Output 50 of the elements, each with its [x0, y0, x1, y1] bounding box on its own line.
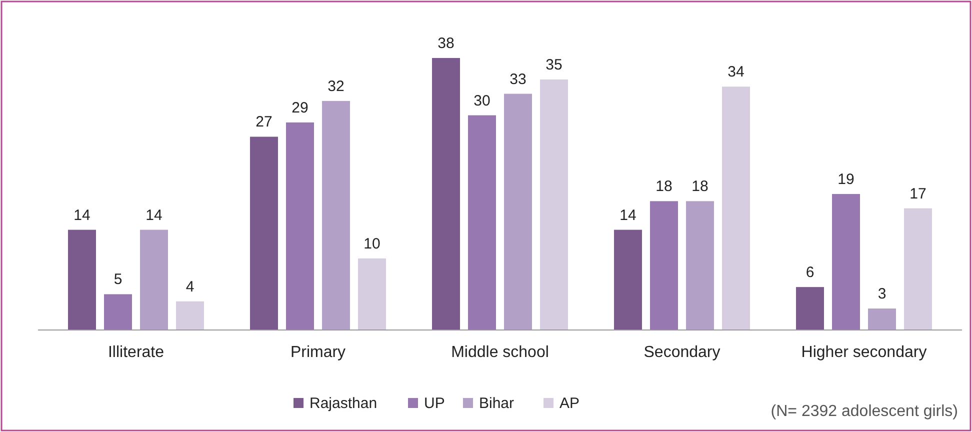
- data-label: 3: [878, 286, 886, 303]
- legend-label: AP: [560, 395, 580, 412]
- x-tick-label: Secondary: [644, 344, 720, 361]
- x-tick-label: Higher secondary: [801, 344, 927, 361]
- bar: [686, 201, 714, 330]
- data-label: 6: [806, 264, 814, 282]
- text: (N= 2392 adolescent girls): [770, 403, 958, 420]
- x-tick-label: Primary: [290, 344, 346, 361]
- bar: [504, 94, 532, 330]
- bar: [796, 287, 824, 330]
- data-label: 38: [438, 35, 454, 52]
- bar: [140, 230, 168, 330]
- data-label: 18: [656, 178, 672, 196]
- bar: [832, 194, 860, 330]
- bar: [104, 294, 132, 330]
- data-label: 18: [692, 178, 708, 196]
- data-label: 29: [292, 99, 308, 116]
- bar: [614, 230, 642, 330]
- data-label: 27: [256, 114, 272, 131]
- data-label: 30: [474, 92, 490, 110]
- bar: [322, 100, 350, 330]
- data-label: 14: [74, 206, 90, 224]
- legend-label: Bihar: [479, 395, 514, 412]
- bar: [250, 136, 278, 330]
- data-label: 35: [546, 56, 562, 74]
- data-label: 10: [364, 235, 380, 252]
- bar: [868, 308, 896, 330]
- legend-label: Rajasthan: [310, 395, 378, 412]
- bar: [722, 86, 750, 330]
- data-label: 14: [146, 206, 162, 224]
- data-label: 17: [910, 185, 926, 202]
- bar: [540, 79, 568, 330]
- bar: [650, 201, 678, 330]
- data-label: 4: [186, 278, 194, 296]
- bar: [468, 115, 496, 330]
- x-tick-label: Middle school: [451, 344, 549, 361]
- data-label: 32: [328, 78, 344, 95]
- bar: [904, 208, 932, 330]
- bar: [286, 122, 314, 330]
- legend-label: UP: [424, 395, 445, 412]
- data-label: 33: [510, 70, 526, 88]
- bar: [176, 301, 204, 330]
- data-label: 14: [620, 206, 636, 224]
- data-label: 34: [728, 64, 744, 81]
- data-label: 5: [114, 271, 122, 288]
- x-tick-label: Illiterate: [108, 344, 164, 361]
- bar: [358, 258, 386, 330]
- bar: [68, 230, 96, 330]
- data-label: 19: [838, 171, 854, 188]
- bar: [432, 58, 460, 330]
